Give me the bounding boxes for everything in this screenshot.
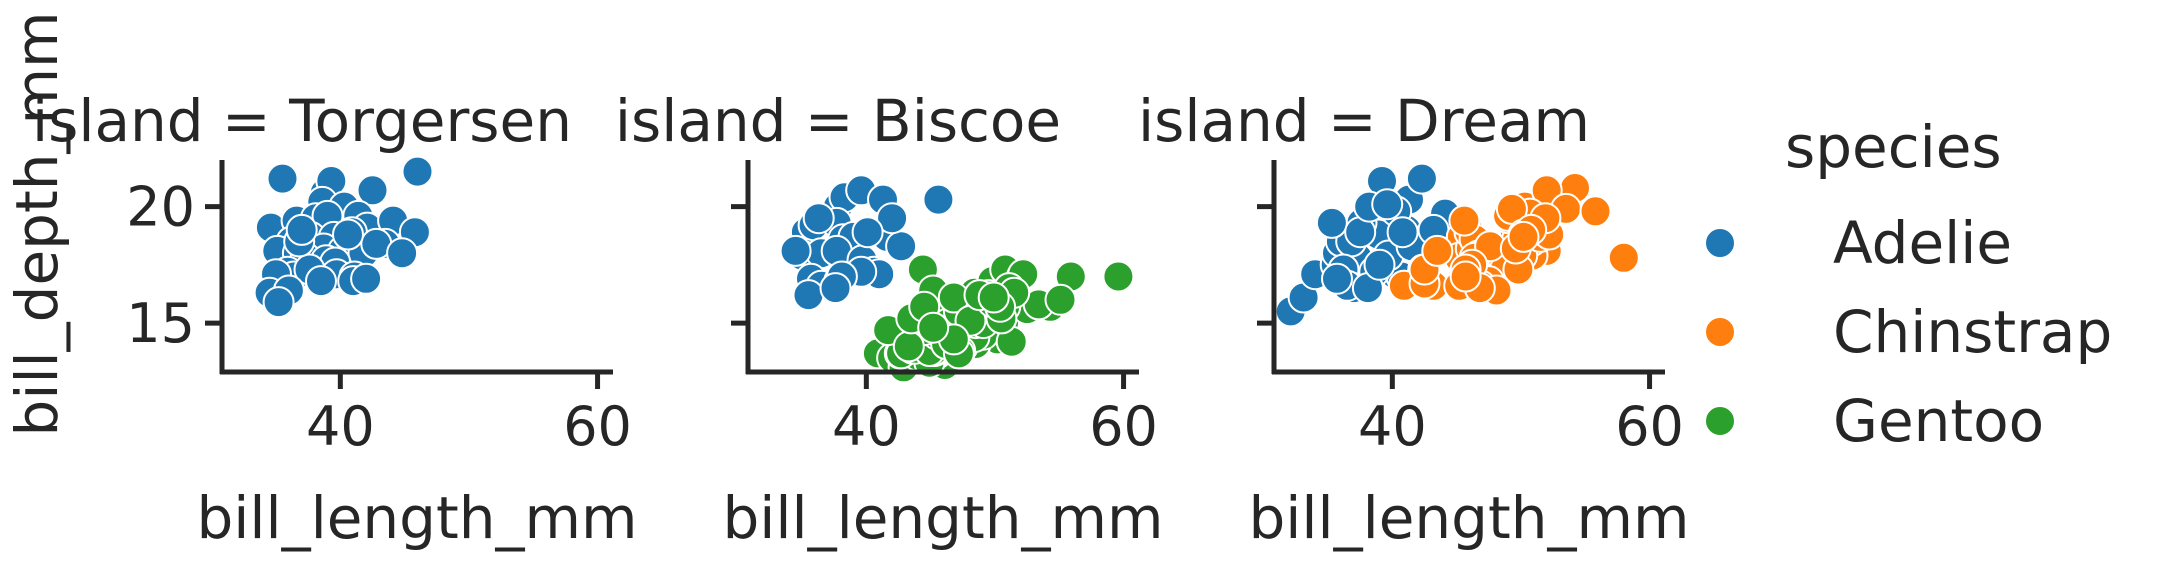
point-adelie-29 (386, 237, 419, 270)
facet-panel-biscoe: island = Biscoe 40 60 bill_length_mm (615, 87, 1164, 552)
x-tick-label: 60 (1089, 395, 1158, 458)
point-adelie-38 (305, 265, 337, 298)
point-adelie-4 (401, 155, 434, 188)
x-tick-label: 60 (563, 395, 632, 458)
point-adelie-41 (1315, 206, 1348, 239)
point-chinstrap-64 (1421, 234, 1454, 267)
legend-entries: Adelie Chinstrap Gentoo (1704, 209, 2112, 455)
point-adelie-0 (266, 162, 299, 195)
legend-marker-gentoo (1704, 405, 1736, 437)
axis-ticks-biscoe: 40 60 (731, 204, 1158, 458)
point-adelie-27 (819, 272, 852, 305)
legend: species Adelie Chinstrap Gentoo (1704, 113, 2112, 455)
point-adelie-52 (1371, 188, 1404, 221)
point-adelie-50 (1321, 262, 1353, 295)
legend-label-chinstrap: Chinstrap (1833, 298, 2112, 366)
point-gentoo-121 (917, 311, 950, 344)
point-adelie-29 (1405, 162, 1438, 195)
point-adelie-4 (922, 183, 955, 216)
legend-marker-chinstrap (1704, 316, 1736, 348)
facet-panel-torgersen: island = Torgersen 40 60 15 20 bill_length_… (32, 87, 637, 552)
point-chinstrap-59 (1448, 204, 1481, 237)
axis-ticks-torgersen: 40 60 15 20 (126, 176, 632, 458)
x-tick-label: 40 (832, 395, 901, 458)
panel-title-torgersen: island = Torgersen (32, 87, 572, 155)
x-axis-label-dream: bill_length_mm (1248, 484, 1689, 552)
point-adelie-51 (1386, 216, 1419, 249)
point-adelie-48 (1363, 248, 1396, 281)
point-gentoo-115 (1044, 283, 1077, 316)
point-adelie-26 (792, 279, 825, 312)
facet-panel-dream: island = Dream 40 60 bill_length_mm (1138, 87, 1690, 552)
point-chinstrap-17 (1607, 241, 1640, 274)
legend-marker-adelie (1704, 227, 1736, 259)
point-adelie-41 (262, 286, 295, 319)
panel-title-biscoe: island = Biscoe (615, 87, 1061, 155)
point-chinstrap-63 (1579, 195, 1612, 228)
point-gentoo-33 (1102, 260, 1135, 293)
point-adelie-23 (779, 234, 812, 267)
legend-title: species (1785, 113, 2002, 181)
point-gentoo-122 (977, 281, 1010, 314)
point-adelie-43 (332, 218, 364, 251)
x-tick-label: 40 (1358, 395, 1427, 458)
y-tick-label: 20 (126, 176, 195, 239)
point-chinstrap-62 (1449, 260, 1482, 293)
point-adelie-3 (356, 174, 389, 207)
y-axis-label: bill_depth_mm (3, 12, 71, 437)
x-axis-label-torgersen: bill_length_mm (196, 484, 637, 552)
axis-ticks-dream: 40 60 (1257, 204, 1684, 458)
point-chinstrap-67 (1507, 220, 1540, 253)
scatter-points-biscoe (779, 174, 1135, 384)
x-tick-label: 60 (1615, 395, 1684, 458)
point-adelie-12 (885, 230, 918, 263)
point-adelie-29 (851, 216, 884, 249)
legend-label-gentoo: Gentoo (1833, 387, 2044, 455)
point-adelie-24 (802, 202, 835, 235)
point-gentoo-108 (892, 330, 925, 363)
scatter-points-torgersen (253, 155, 434, 319)
legend-label-adelie: Adelie (1833, 209, 2012, 277)
point-adelie-28 (876, 202, 909, 235)
scatter-points-dream (1274, 162, 1640, 328)
point-adelie-40 (350, 262, 383, 295)
x-tick-label: 40 (306, 395, 375, 458)
point-adelie-44 (285, 213, 318, 246)
y-tick-label: 15 (126, 292, 195, 355)
panel-title-dream: island = Dream (1138, 87, 1590, 155)
x-axis-label-biscoe: bill_length_mm (722, 484, 1163, 552)
